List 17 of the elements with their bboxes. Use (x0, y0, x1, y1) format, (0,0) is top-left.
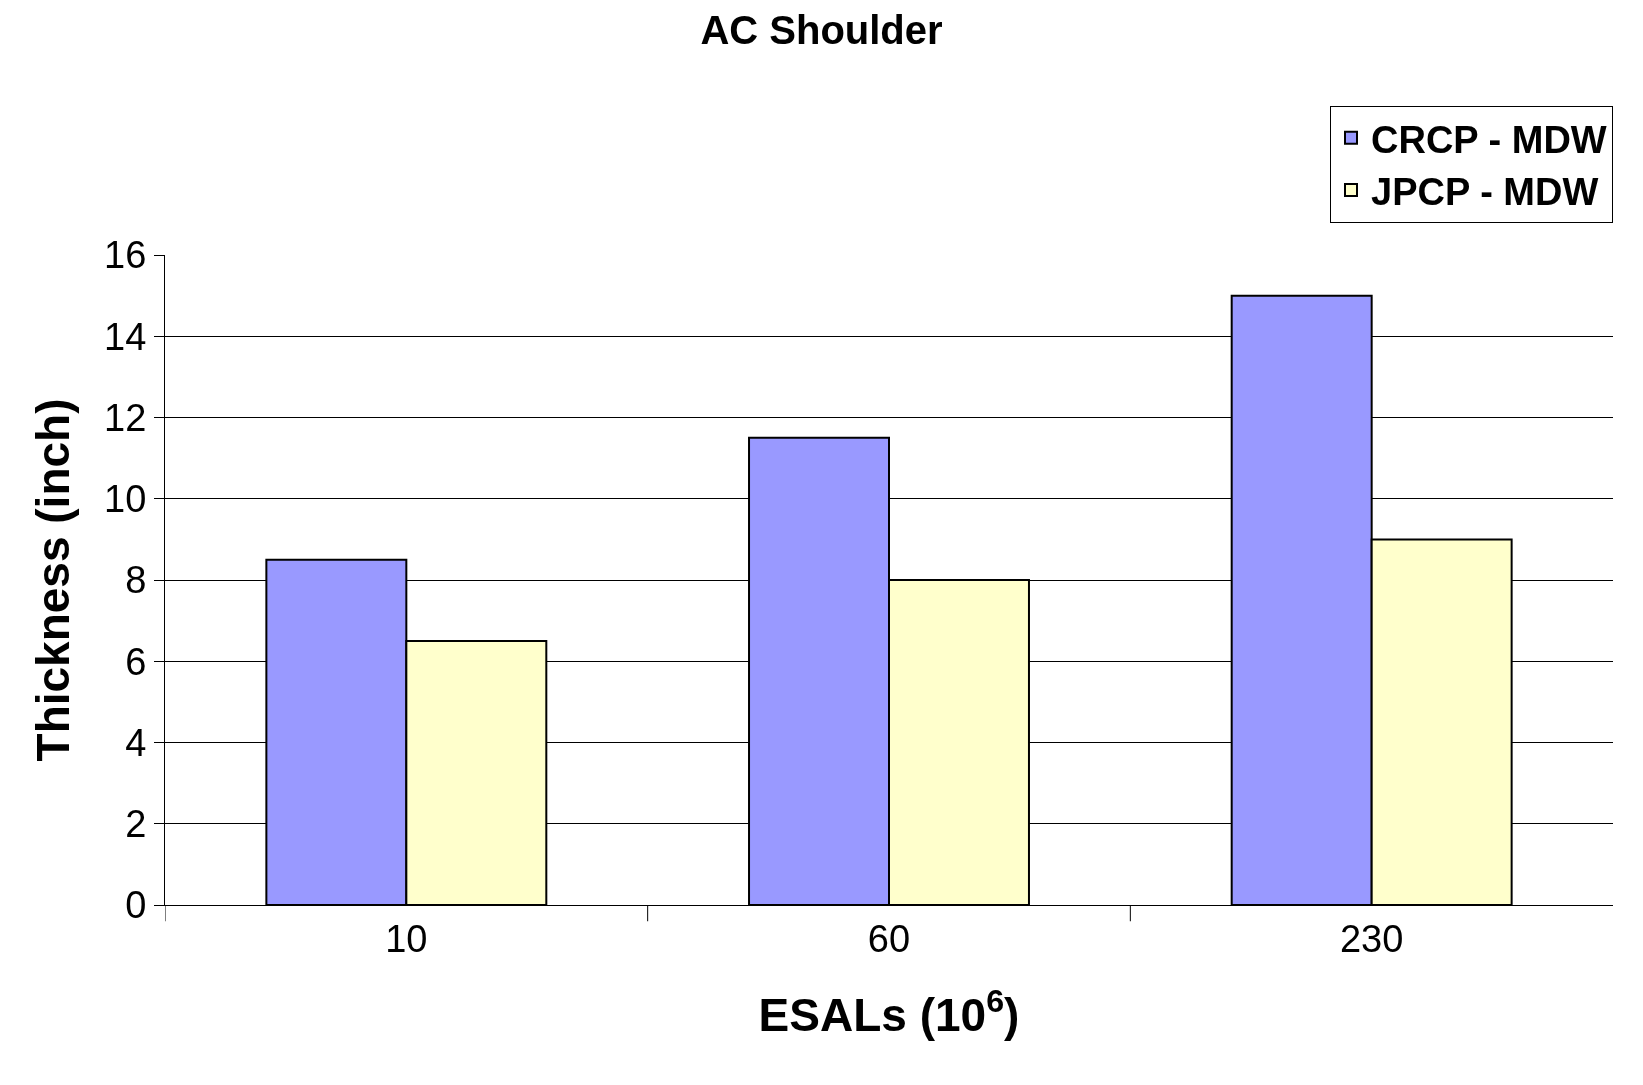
x-tick-label: 60 (867, 917, 911, 960)
x-tick-label: 230 (1339, 917, 1404, 960)
y-axis-title: Thickness (inch) (26, 398, 79, 762)
y-tick-label: 8 (125, 559, 147, 602)
x-axis-title: ESALs (10$^{6}$) (758, 982, 1020, 1042)
x-tick-label: 10 (385, 917, 428, 960)
y-tick-label: 2 (125, 803, 147, 846)
y-tick-label: 14 (104, 315, 147, 358)
y-tick-label: 4 (125, 721, 147, 764)
legend-label: JPCP - MDW (1371, 170, 1599, 213)
y-tick-label: 6 (125, 640, 147, 683)
legend-label: CRCP - MDW (1371, 118, 1607, 161)
y-tick-label: 0 (125, 884, 147, 927)
chart-title: AC Shoulder (700, 8, 943, 53)
y-tick-label: 12 (104, 396, 147, 439)
y-tick-label: 10 (104, 478, 147, 521)
y-tick-label: 16 (104, 234, 147, 277)
